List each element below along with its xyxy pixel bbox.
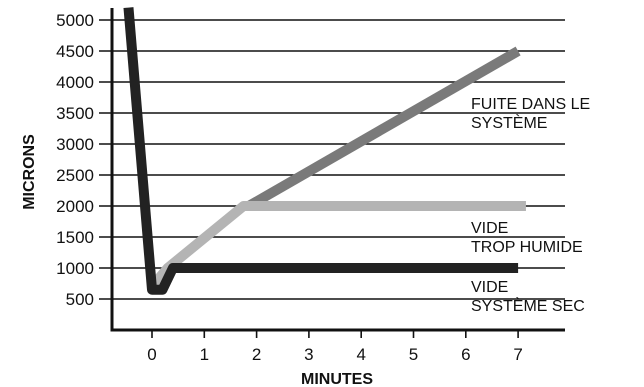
data-series (123, 7, 526, 295)
x-tick-5: 5 (409, 345, 418, 364)
y-tick-2000: 2000 (56, 197, 94, 216)
y-tick-2500: 2500 (56, 166, 94, 185)
y-tick-1000: 1000 (56, 259, 94, 278)
series-line-2 (150, 201, 526, 287)
y-tick-labels: 500 1000 1500 2000 2500 3000 3500 4000 4500 5000 (56, 11, 94, 309)
y-tick-4000: 4000 (56, 73, 94, 92)
x-tick-7: 7 (513, 345, 522, 364)
x-axis-title: MINUTES (301, 371, 373, 387)
y-axis-title: MICRONS (21, 134, 38, 210)
series-line-1 (246, 46, 521, 211)
series-label-1-line-2: SYSTÈME (471, 113, 547, 132)
y-tick-4500: 4500 (56, 42, 94, 61)
y-tick-1500: 1500 (56, 228, 94, 247)
series-label-1-line-1: FUITE DANS LE (471, 96, 590, 113)
x-tick-6: 6 (461, 345, 470, 364)
series-line-3 (123, 7, 519, 295)
series-label-3-line-1: VIDE (471, 279, 508, 296)
y-tick-5000: 5000 (56, 11, 94, 30)
x-tick-4: 4 (356, 345, 365, 364)
chart-axes (110, 8, 565, 338)
x-tick-3: 3 (304, 345, 313, 364)
x-tick-2: 2 (252, 345, 261, 364)
series-label-3-line-2: SYSTÈME SEC (471, 296, 585, 315)
y-tick-3500: 3500 (56, 104, 94, 123)
x-tick-0: 0 (147, 345, 156, 364)
series-label-2-line-1: VIDE (471, 220, 508, 237)
y-tick-500: 500 (66, 290, 94, 309)
series-label-2-line-2: TROP HUMIDE (471, 239, 583, 256)
x-tick-1: 1 (200, 345, 209, 364)
y-tick-3000: 3000 (56, 135, 94, 154)
x-tick-labels: 0 1 2 3 4 5 6 7 (147, 345, 523, 364)
